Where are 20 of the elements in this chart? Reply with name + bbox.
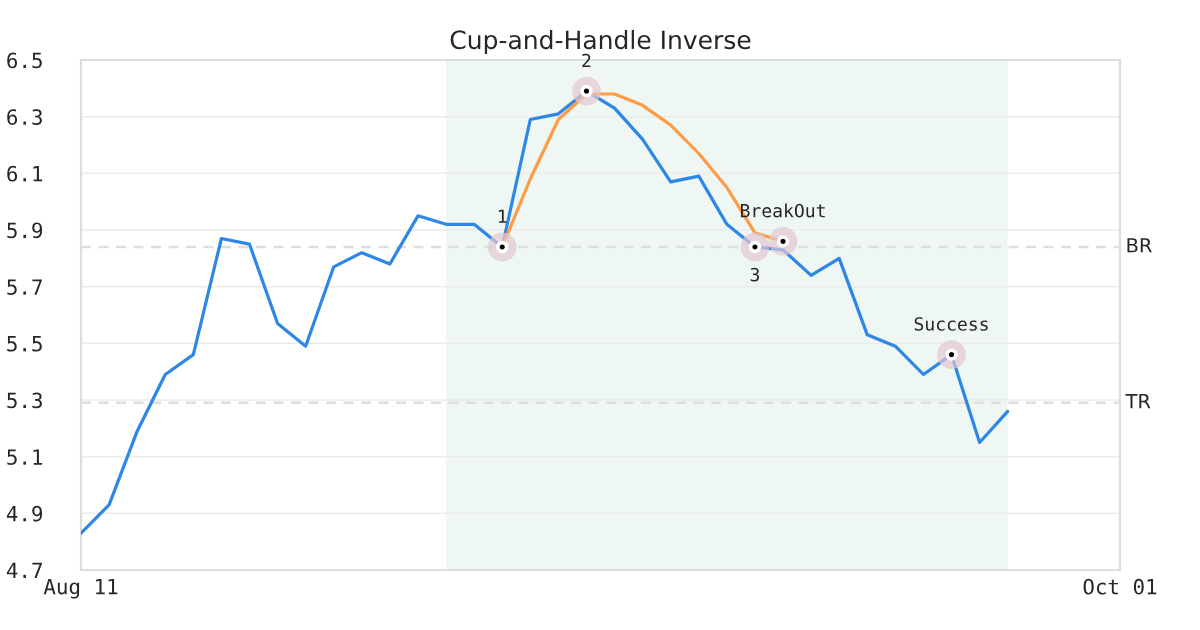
y-tick-label: 6.3 bbox=[7, 109, 42, 125]
y-tick-label: 5.7 bbox=[7, 279, 42, 295]
annotation: 3 bbox=[750, 267, 760, 282]
y-tick-label: 5.5 bbox=[7, 336, 42, 352]
annotation: 2 bbox=[582, 53, 591, 68]
y-tick-label: 6.1 bbox=[7, 165, 43, 182]
annotation: 1 bbox=[498, 209, 507, 223]
y-tick-label: 4.7 bbox=[6, 562, 42, 578]
annotation: BreakOut bbox=[741, 203, 825, 218]
x-tick-label: Aug 11 bbox=[43, 578, 118, 599]
y-tick-label: 5.9 bbox=[7, 222, 43, 239]
y-tick-label: 4.9 bbox=[6, 505, 43, 522]
ref-line-label: TR bbox=[1125, 394, 1151, 409]
y-tick-label: 5.1 bbox=[7, 449, 43, 465]
chart-title: Cup-and-Handle Inverse bbox=[450, 29, 751, 55]
x-tick-label: Oct 01 bbox=[1083, 578, 1157, 595]
annotation: Success bbox=[914, 317, 988, 331]
y-tick-label: 6.5 bbox=[7, 52, 42, 69]
y-tick-label: 5.3 bbox=[7, 392, 42, 409]
ref-line-label: BR bbox=[1127, 238, 1152, 253]
